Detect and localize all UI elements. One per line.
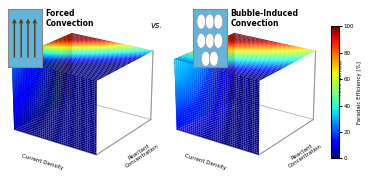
Text: vs.: vs. xyxy=(151,21,163,30)
Circle shape xyxy=(205,14,214,29)
Circle shape xyxy=(209,51,218,66)
Y-axis label: Faradaic Efficiency [%]: Faradaic Efficiency [%] xyxy=(356,61,361,124)
Circle shape xyxy=(205,33,214,48)
Text: Forced
Convection: Forced Convection xyxy=(45,9,94,28)
Y-axis label: Reactant
Concentration: Reactant Concentration xyxy=(284,139,323,169)
Circle shape xyxy=(197,33,206,48)
X-axis label: Current Density: Current Density xyxy=(21,153,64,171)
Circle shape xyxy=(197,14,206,29)
Circle shape xyxy=(201,51,210,66)
Y-axis label: Reactant
Concentration: Reactant Concentration xyxy=(122,139,160,169)
Circle shape xyxy=(214,14,223,29)
X-axis label: Current Density: Current Density xyxy=(184,153,226,171)
Circle shape xyxy=(214,33,223,48)
Text: Bubble-Induced
Convection: Bubble-Induced Convection xyxy=(231,9,299,28)
